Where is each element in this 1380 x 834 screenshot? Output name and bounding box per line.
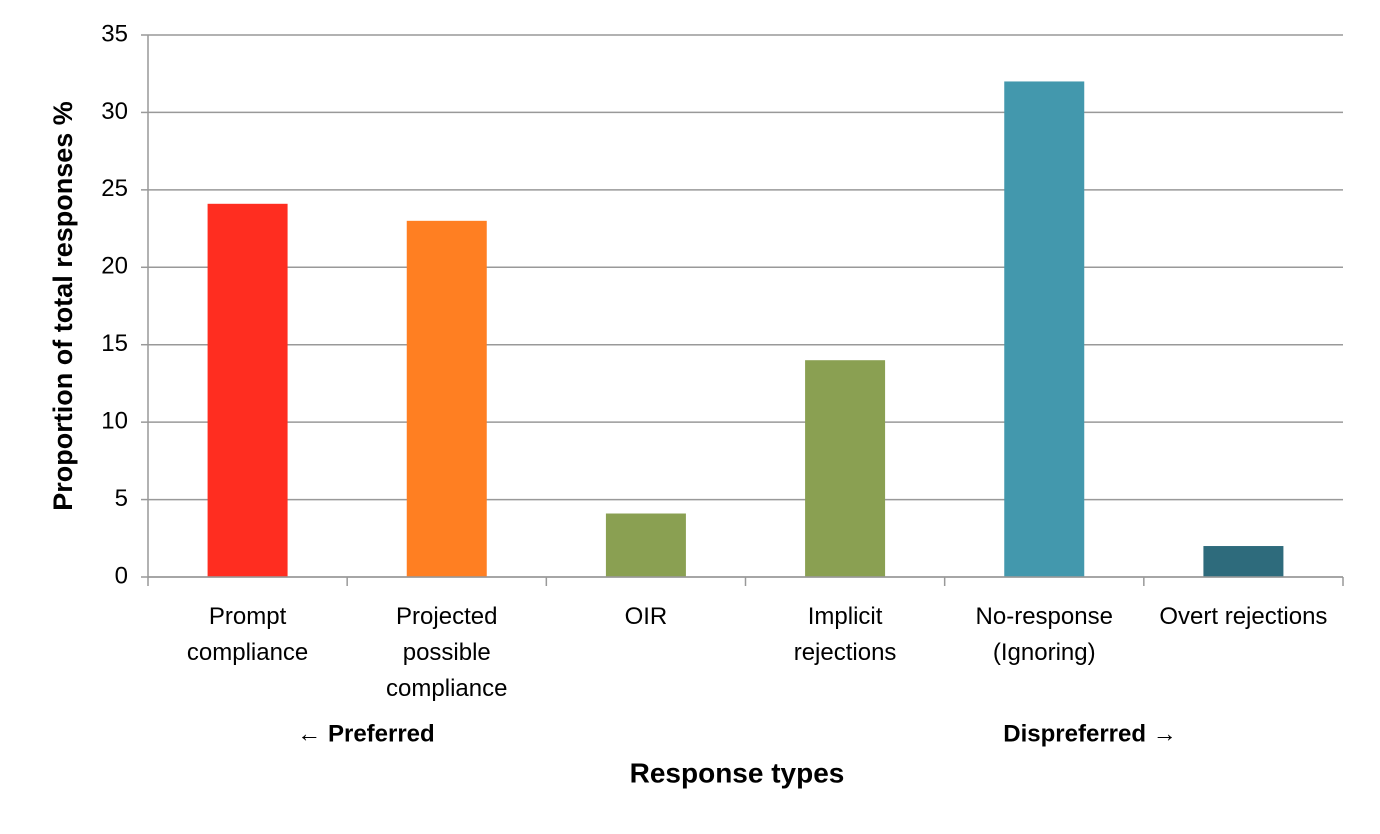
y-tick-label: 0: [115, 562, 128, 589]
x-tick-label: Implicit rejections: [793, 603, 897, 666]
bar: [207, 203, 288, 577]
bar: [605, 513, 686, 577]
x-tick-label: Overt rejections: [1159, 603, 1328, 630]
bar: [805, 360, 886, 577]
x-tick-label: OIR: [624, 603, 668, 630]
y-tick-label: 20: [101, 253, 128, 280]
bar: [406, 220, 487, 578]
y-tick-label: 5: [115, 485, 128, 512]
bar: [1004, 81, 1085, 577]
y-tick-label: 35: [101, 20, 128, 47]
annotation: Dispreferred →: [1003, 720, 1176, 747]
bar: [1203, 546, 1284, 577]
y-tick-label: 30: [101, 98, 128, 125]
x-tick-label: No-response (Ignoring): [975, 603, 1113, 666]
x-tick-label: Prompt compliance: [186, 603, 309, 666]
y-tick-label: 15: [101, 330, 128, 357]
annotation: ← Preferred: [297, 720, 434, 747]
y-tick-label: 25: [101, 175, 128, 202]
y-axis-title: Proportion of total responses %: [48, 101, 78, 511]
y-tick-label: 10: [101, 407, 128, 434]
x-axis-title: Response types: [630, 757, 845, 788]
x-tick-label: Projected possible compliance: [386, 603, 508, 702]
